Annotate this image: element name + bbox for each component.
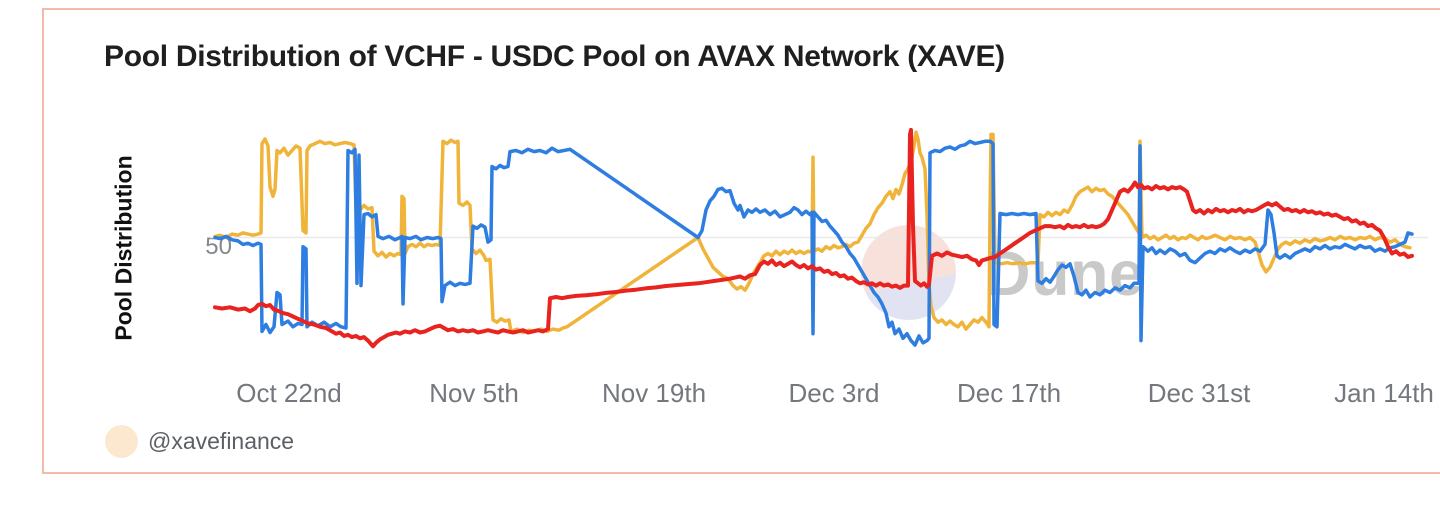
pool-share-blue-line	[213, 139, 1414, 347]
x-axis-tick-0: Oct 22nd	[236, 378, 342, 408]
pool-share-red-line	[213, 127, 1414, 349]
x-axis-tick-5: Dec 31st	[1147, 378, 1251, 408]
x-axis: Oct 22nd Nov 5th Nov 19th Dec 3rd Dec 17th De…	[44, 378, 1440, 410]
x-axis-tick-1: Nov 5th	[429, 378, 519, 408]
pool-share-yellow-line	[213, 130, 1412, 335]
x-axis-tick-6: Jan 14th	[1334, 378, 1434, 408]
x-axis-tick-4: Dec 17th	[956, 378, 1062, 408]
creator-handle[interactable]: @xavefinance	[148, 428, 295, 454]
chart-card: Pool Distribution of VCHF - USDC Pool on…	[42, 8, 1440, 474]
dune-watermark-text: Dune	[985, 239, 1145, 309]
x-axis-tick-2: Nov 19th	[601, 378, 707, 408]
creator-avatar-icon	[105, 425, 138, 458]
x-axis-tick-3: Dec 3rd	[788, 378, 880, 408]
attribution[interactable]: @xavefinance	[105, 425, 294, 458]
chart-title: Pool Distribution of VCHF - USDC Pool on…	[104, 40, 1005, 73]
